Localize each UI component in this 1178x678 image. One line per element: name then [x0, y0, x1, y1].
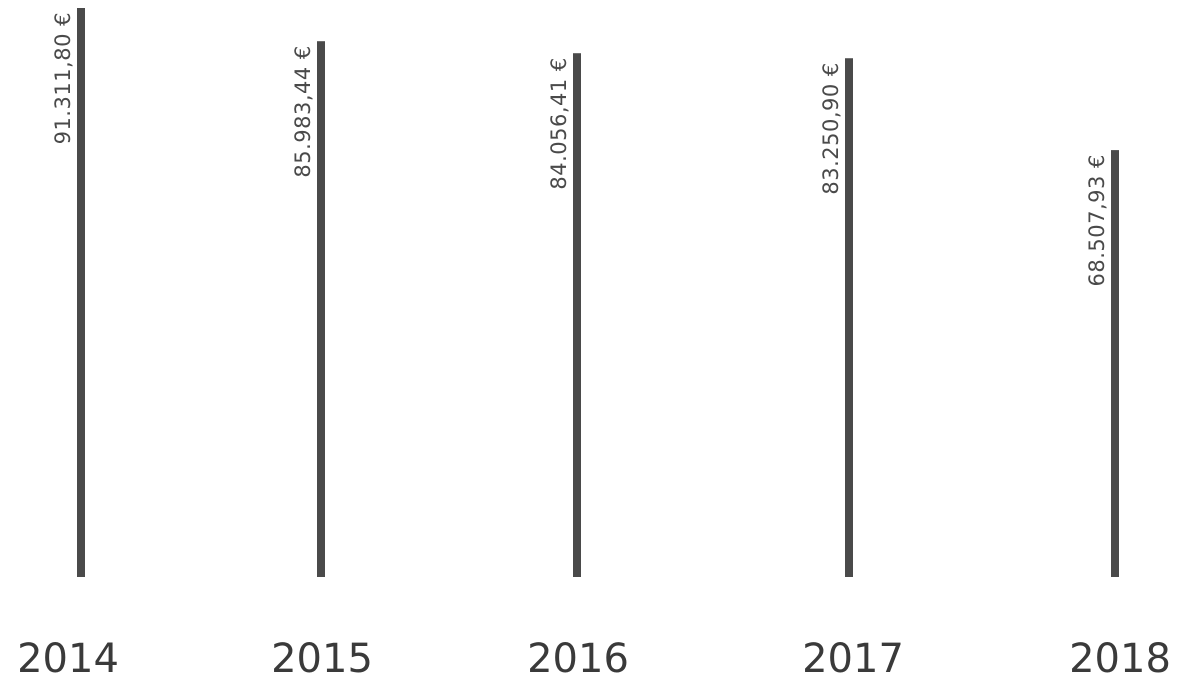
- year-labels-layer: 2014 2015 2016 2017 2018: [17, 636, 1171, 678]
- year-label-2015: 2015: [271, 636, 373, 678]
- value-label-2014: 91.311,80 €: [51, 12, 75, 144]
- value-label-2018: 68.507,93 €: [1085, 154, 1109, 286]
- bars-layer: [77, 8, 1119, 578]
- year-label-2017: 2017: [802, 636, 904, 678]
- year-label-2014: 2014: [17, 636, 119, 678]
- bar-2014: [77, 8, 85, 577]
- value-labels-layer: 91.311,80 € 85.983,44 € 84.056,41 € 83.250,…: [51, 12, 1109, 287]
- bar-2015: [317, 41, 325, 577]
- bar-2016: [573, 53, 581, 578]
- value-label-2016: 84.056,41 €: [547, 57, 571, 189]
- year-label-2018: 2018: [1069, 636, 1171, 678]
- year-label-2016: 2016: [527, 636, 629, 678]
- bar-2018: [1111, 150, 1119, 577]
- value-label-2017: 83.250,90 €: [819, 62, 843, 194]
- bar-2017: [845, 58, 853, 578]
- value-label-2015: 85.983,44 €: [291, 45, 315, 177]
